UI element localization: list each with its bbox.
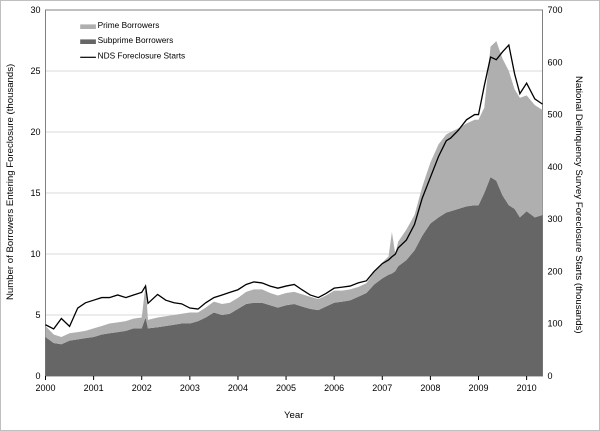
svg-text:600: 600 bbox=[548, 57, 563, 67]
svg-text:Subprime Borrowers: Subprime Borrowers bbox=[98, 35, 174, 45]
svg-text:400: 400 bbox=[548, 162, 563, 172]
svg-text:200: 200 bbox=[548, 266, 563, 276]
svg-text:300: 300 bbox=[548, 214, 563, 224]
svg-text:2006: 2006 bbox=[324, 383, 344, 393]
svg-text:500: 500 bbox=[548, 110, 563, 120]
svg-text:2009: 2009 bbox=[468, 383, 488, 393]
svg-text:NDS Foreclosure Starts: NDS Foreclosure Starts bbox=[98, 51, 186, 61]
svg-text:2000: 2000 bbox=[35, 383, 55, 393]
svg-text:15: 15 bbox=[30, 188, 40, 198]
svg-text:2001: 2001 bbox=[84, 383, 104, 393]
svg-text:0: 0 bbox=[548, 371, 553, 381]
svg-text:2007: 2007 bbox=[372, 383, 392, 393]
svg-text:700: 700 bbox=[548, 5, 563, 15]
svg-text:30: 30 bbox=[30, 5, 40, 15]
svg-text:2008: 2008 bbox=[420, 383, 440, 393]
svg-text:2005: 2005 bbox=[276, 383, 296, 393]
svg-text:Prime Borrowers: Prime Borrowers bbox=[98, 20, 160, 30]
svg-text:0: 0 bbox=[35, 371, 40, 381]
svg-text:2003: 2003 bbox=[180, 383, 200, 393]
svg-text:2004: 2004 bbox=[228, 383, 248, 393]
svg-text:25: 25 bbox=[30, 66, 40, 76]
svg-text:5: 5 bbox=[35, 310, 40, 320]
svg-text:10: 10 bbox=[30, 249, 40, 259]
svg-text:2002: 2002 bbox=[132, 383, 152, 393]
svg-text:100: 100 bbox=[548, 319, 563, 329]
svg-text:2010: 2010 bbox=[517, 383, 537, 393]
svg-text:20: 20 bbox=[30, 127, 40, 137]
